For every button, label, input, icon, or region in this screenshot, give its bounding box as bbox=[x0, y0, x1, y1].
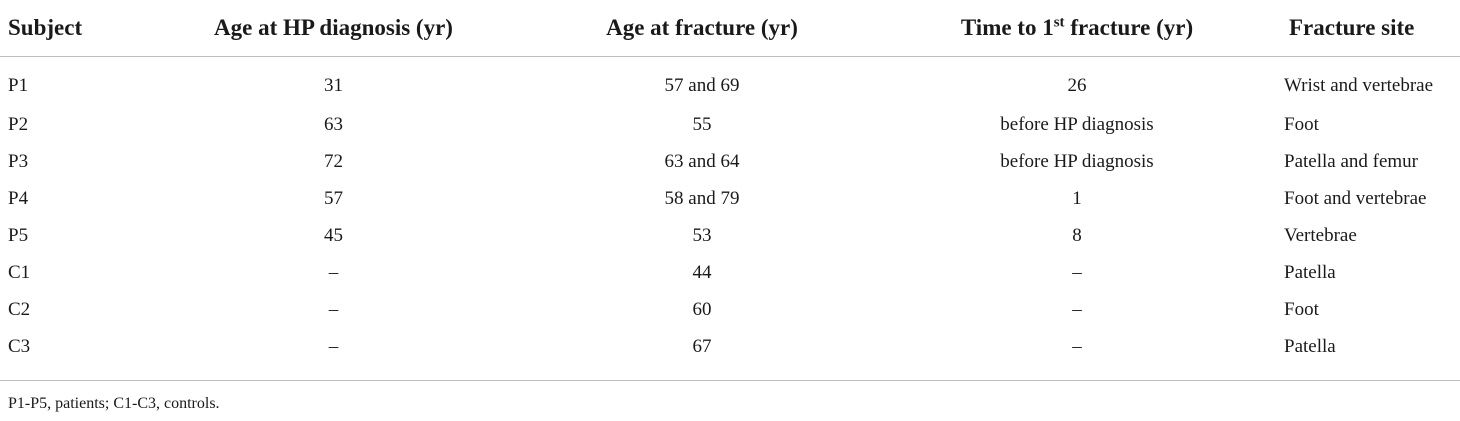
cell-age-fracture: 58 and 79 bbox=[664, 187, 740, 209]
cell-subject: P3 bbox=[8, 150, 29, 172]
cell-age-diagnosis: 63 bbox=[324, 113, 343, 135]
cell-time-to-first: 8 bbox=[1072, 224, 1082, 246]
table-row: P4 57 58 and 79 1 Foot and vertebrae bbox=[0, 180, 1460, 217]
table-footnote: P1-P5, patients; C1-C3, controls. bbox=[8, 395, 220, 412]
cell-subject: P2 bbox=[8, 113, 29, 135]
cell-age-diagnosis: – bbox=[328, 298, 339, 320]
cell-fracture-site: Vertebrae bbox=[1284, 224, 1357, 246]
cell-age-fracture: 57 and 69 bbox=[664, 74, 740, 96]
header-age-diagnosis: Age at HP diagnosis (yr) bbox=[170, 0, 497, 57]
cell-age-fracture: 44 bbox=[692, 261, 712, 283]
cell-age-fracture: 53 bbox=[692, 224, 712, 246]
cell-time-to-first: 26 bbox=[1067, 74, 1087, 96]
cell-time-to-first: before HP diagnosis bbox=[1000, 150, 1154, 172]
table-row: C2 – 60 – Foot bbox=[0, 291, 1460, 328]
header-subject: Subject bbox=[0, 0, 170, 57]
cell-fracture-site: Patella bbox=[1284, 336, 1336, 357]
cell-fracture-site: Foot bbox=[1284, 298, 1319, 320]
cell-fracture-site: Patella bbox=[1284, 261, 1336, 283]
table-body: P1 31 57 and 69 26 Wrist and vertebrae P… bbox=[0, 57, 1460, 381]
cell-subject: P1 bbox=[8, 74, 29, 96]
cell-age-fracture: 67 bbox=[692, 336, 712, 357]
header-time-prefix: Time to 1 bbox=[960, 15, 1054, 40]
cell-age-diagnosis: – bbox=[328, 336, 339, 357]
cell-age-diagnosis: 72 bbox=[324, 150, 343, 172]
table-row: P2 63 55 before HP diagnosis Foot bbox=[0, 106, 1460, 143]
cell-subject: C3 bbox=[8, 336, 31, 357]
footnote-divider bbox=[0, 380, 1460, 381]
cell-subject: C2 bbox=[8, 298, 31, 320]
cell-fracture-site: Wrist and vertebrae bbox=[1284, 74, 1434, 96]
cell-age-diagnosis: 45 bbox=[324, 224, 343, 246]
header-age-fracture: Age at fracture (yr) bbox=[497, 0, 907, 57]
cell-age-fracture: 55 bbox=[692, 113, 712, 135]
cell-fracture-site: Foot bbox=[1284, 113, 1319, 135]
cell-age-fracture: 63 and 64 bbox=[664, 150, 740, 172]
cell-subject: P4 bbox=[8, 187, 29, 209]
cell-subject: C1 bbox=[8, 261, 31, 283]
cell-fracture-site: Patella and femur bbox=[1284, 150, 1419, 172]
table-row: P3 72 63 and 64 before HP diagnosis Pate… bbox=[0, 143, 1460, 180]
cell-time-to-first: before HP diagnosis bbox=[1000, 113, 1154, 135]
table-row: C3 – 67 – Patella bbox=[0, 328, 1460, 380]
header-fracture-site: Fracture site bbox=[1247, 0, 1460, 57]
table-header: Subject Age at HP diagnosis (yr) Age at … bbox=[0, 0, 1460, 57]
cell-time-to-first: – bbox=[1072, 298, 1082, 320]
table-row: P1 31 57 and 69 26 Wrist and vertebrae bbox=[0, 57, 1460, 107]
cell-age-fracture: 60 bbox=[692, 298, 712, 320]
header-row: Subject Age at HP diagnosis (yr) Age at … bbox=[0, 0, 1460, 57]
table-row: P5 45 53 8 Vertebrae bbox=[0, 217, 1460, 254]
table-row: C1 – 44 – Patella bbox=[0, 254, 1460, 291]
cell-age-diagnosis: 57 bbox=[324, 187, 343, 209]
fracture-table: Subject Age at HP diagnosis (yr) Age at … bbox=[0, 0, 1460, 381]
cell-subject: P5 bbox=[8, 224, 29, 246]
cell-time-to-first: – bbox=[1072, 336, 1082, 357]
cell-time-to-first: – bbox=[1072, 261, 1082, 283]
cell-age-diagnosis: 31 bbox=[324, 74, 343, 96]
cell-time-to-first: 1 bbox=[1072, 187, 1082, 209]
header-time-suffix: fracture (yr) bbox=[1064, 15, 1194, 40]
header-time-to-first-fracture: Time to 1st fracture (yr) bbox=[907, 0, 1247, 57]
cell-fracture-site: Foot and vertebrae bbox=[1284, 187, 1427, 209]
fracture-table-container: Subject Age at HP diagnosis (yr) Age at … bbox=[0, 0, 1460, 381]
cell-age-diagnosis: – bbox=[328, 261, 339, 283]
header-time-superscript: st bbox=[1053, 14, 1065, 31]
